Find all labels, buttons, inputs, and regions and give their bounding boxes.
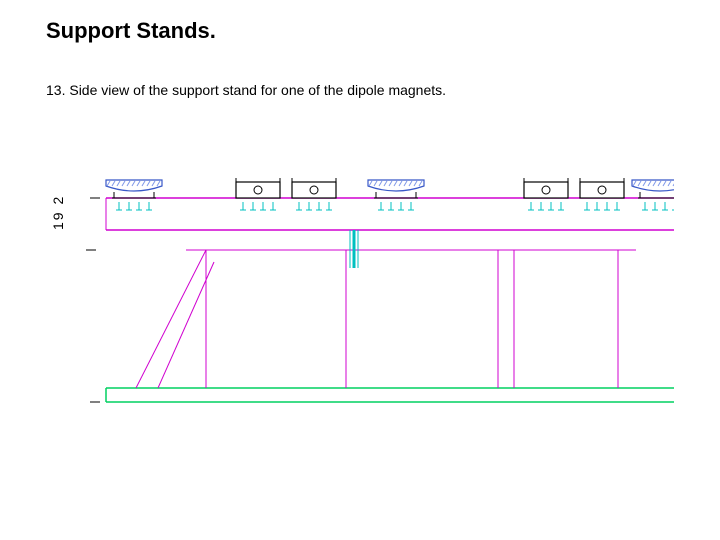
section-title: Support Stands. [46, 18, 216, 44]
figure-caption: 13. Side view of the support stand for o… [46, 82, 446, 98]
diagram-svg [46, 150, 674, 430]
support-stand-side-view [46, 150, 674, 430]
